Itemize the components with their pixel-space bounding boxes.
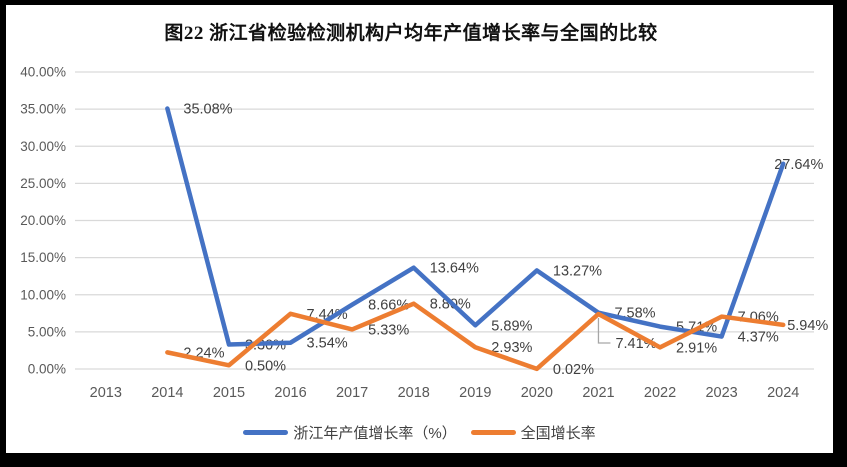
data-label-national: 0.02%: [553, 362, 594, 378]
legend-label-national: 全国增长率: [520, 425, 596, 442]
data-label-zhejiang: 13.27%: [553, 263, 602, 279]
x-axis-tick: 2022: [644, 385, 676, 401]
legend-line-sample-zhejiang: [243, 430, 289, 435]
x-axis-tick: 2019: [459, 385, 491, 401]
data-label-zhejiang: 5.89%: [491, 318, 532, 334]
y-axis-tick: 20.00%: [20, 213, 66, 228]
x-axis-tick: 2021: [582, 385, 614, 401]
data-label-national: 2.93%: [491, 340, 532, 356]
legend-label-zhejiang: 浙江年产值增长率（%）: [293, 425, 457, 442]
y-axis-tick: 5.00%: [28, 324, 66, 339]
data-label-zhejiang: 4.37%: [738, 330, 779, 346]
x-axis-tick: 2023: [705, 385, 737, 401]
series-line-national: [165, 301, 786, 372]
y-axis-tick: 40.00%: [20, 65, 66, 80]
y-axis-tick: 15.00%: [20, 250, 66, 265]
x-axis-tick: 2017: [336, 385, 368, 401]
y-axis-tick: 30.00%: [20, 139, 66, 154]
data-label-national: 0.50%: [245, 358, 286, 374]
y-axis-tick: 25.00%: [20, 176, 66, 191]
data-label-national: 5.94%: [787, 318, 828, 334]
data-label-zhejiang: 13.64%: [430, 261, 479, 277]
legend-line-sample-national: [470, 430, 516, 435]
chart-title: 图22 浙江省检验检测机构户均年产值增长率与全国的比较: [164, 23, 658, 44]
chart-legend: 浙江年产值增长率（%） 全国增长率: [6, 422, 833, 443]
x-axis-tick: 2014: [151, 385, 183, 401]
data-label-zhejiang: 3.54%: [307, 336, 348, 352]
x-axis-tick: 2024: [767, 385, 799, 401]
legend-item-zhejiang: 浙江年产值增长率（%）: [243, 422, 457, 443]
x-axis-tick: 2013: [90, 385, 122, 401]
x-axis-tick: 2015: [213, 385, 245, 401]
chart-canvas: 图22 浙江省检验检测机构户均年产值增长率与全国的比较 浙江年产值增长率（%） …: [6, 5, 833, 453]
y-axis-tick: 10.00%: [20, 287, 66, 302]
legend-item-national: 全国增长率: [470, 422, 596, 443]
y-axis-tick: 0.00%: [28, 362, 66, 377]
label-leader-line: [597, 317, 611, 344]
data-label-zhejiang: 35.08%: [183, 102, 232, 118]
x-axis-tick: 2020: [521, 385, 553, 401]
data-label-national: 2.91%: [676, 340, 717, 356]
series-line-zhejiang: [165, 106, 786, 347]
y-axis-tick: 35.00%: [20, 102, 66, 117]
x-axis-tick: 2018: [398, 385, 430, 401]
data-label-national: 5.33%: [368, 322, 409, 338]
x-axis-tick: 2016: [274, 385, 306, 401]
data-label-zhejiang: 27.64%: [774, 157, 823, 173]
